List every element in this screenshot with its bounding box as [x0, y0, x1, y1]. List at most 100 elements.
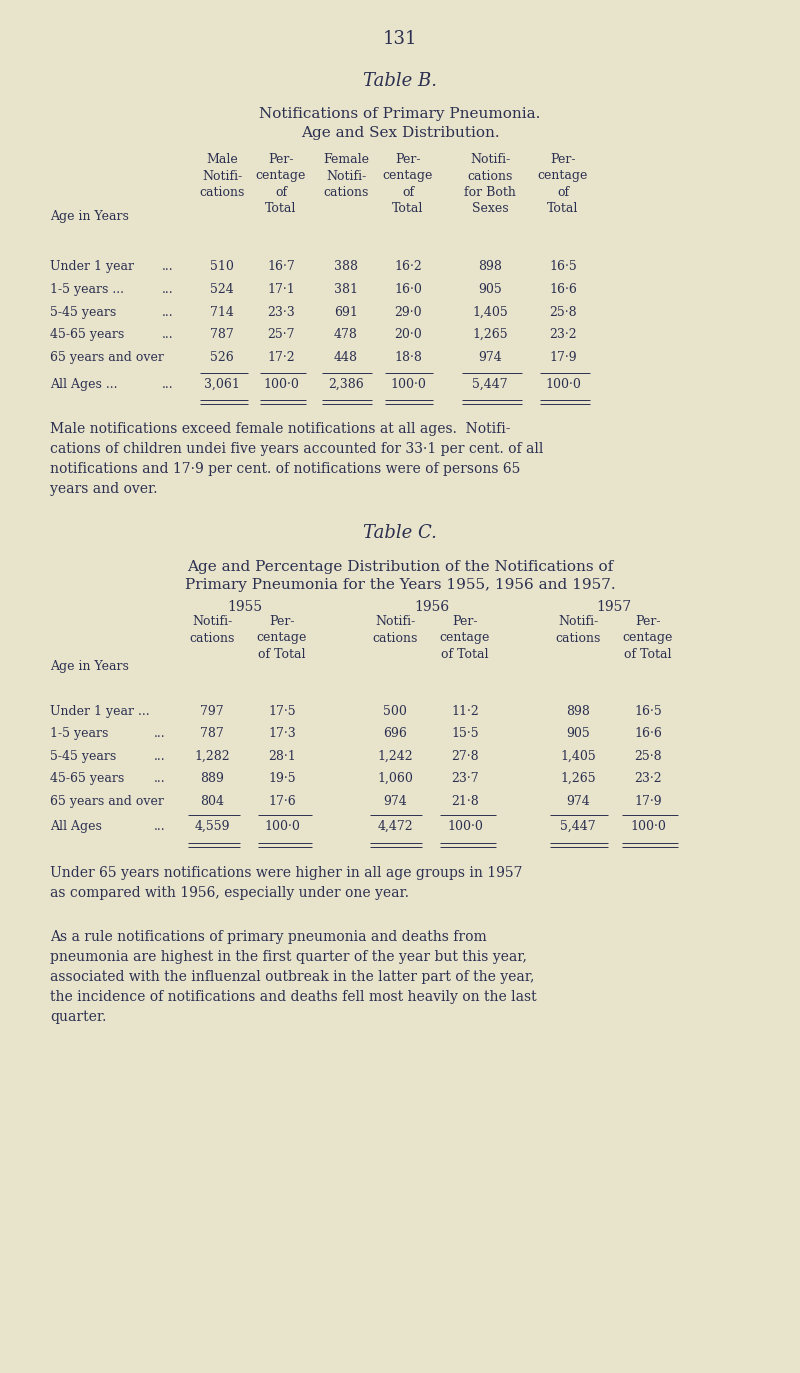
Text: 16·6: 16·6: [634, 726, 662, 740]
Text: 478: 478: [334, 328, 358, 341]
Text: 1-5 years ...: 1-5 years ...: [50, 283, 124, 297]
Text: Age and Percentage Distribution of the Notifications of: Age and Percentage Distribution of the N…: [187, 560, 613, 574]
Text: ...: ...: [162, 306, 174, 319]
Text: Per-
centage
of Total: Per- centage of Total: [623, 615, 673, 660]
Text: ...: ...: [154, 820, 166, 833]
Text: 100·0: 100·0: [447, 820, 483, 833]
Text: cations of children undei five years accounted for 33·1 per cent. of all: cations of children undei five years acc…: [50, 442, 543, 456]
Text: 889: 889: [200, 772, 224, 785]
Text: 27·8: 27·8: [451, 750, 479, 763]
Text: 2,386: 2,386: [328, 378, 364, 391]
Text: ...: ...: [162, 283, 174, 297]
Text: the incidence of notifications and deaths fell most heavily on the last: the incidence of notifications and death…: [50, 990, 537, 1004]
Text: 1957: 1957: [596, 600, 632, 614]
Text: 1,265: 1,265: [560, 772, 596, 785]
Text: 974: 974: [478, 351, 502, 364]
Text: 510: 510: [210, 259, 234, 273]
Text: 381: 381: [334, 283, 358, 297]
Text: 16·5: 16·5: [549, 259, 577, 273]
Text: 17·6: 17·6: [268, 795, 296, 807]
Text: Notifi-
cations
for Both
Sexes: Notifi- cations for Both Sexes: [464, 152, 516, 216]
Text: Per-
centage
of
Total: Per- centage of Total: [256, 152, 306, 216]
Text: Notifi-
cations: Notifi- cations: [555, 615, 601, 644]
Text: 787: 787: [210, 328, 234, 341]
Text: Age and Sex Distribution.: Age and Sex Distribution.: [301, 126, 499, 140]
Text: Age in Years: Age in Years: [50, 210, 129, 222]
Text: 696: 696: [383, 726, 407, 740]
Text: 1956: 1956: [414, 600, 450, 614]
Text: 1,060: 1,060: [377, 772, 413, 785]
Text: 1955: 1955: [227, 600, 262, 614]
Text: Under 1 year: Under 1 year: [50, 259, 134, 273]
Text: Under 65 years notifications were higher in all age groups in 1957: Under 65 years notifications were higher…: [50, 866, 522, 880]
Text: 905: 905: [566, 726, 590, 740]
Text: 16·5: 16·5: [634, 704, 662, 718]
Text: ...: ...: [154, 726, 166, 740]
Text: 17·1: 17·1: [267, 283, 295, 297]
Text: 974: 974: [566, 795, 590, 807]
Text: 45-65 years: 45-65 years: [50, 328, 124, 341]
Text: All Ages: All Ages: [50, 820, 102, 833]
Text: 5,447: 5,447: [560, 820, 596, 833]
Text: ...: ...: [154, 750, 166, 763]
Text: 25·7: 25·7: [267, 328, 294, 341]
Text: 65 years and over: 65 years and over: [50, 795, 164, 807]
Text: 905: 905: [478, 283, 502, 297]
Text: Primary Pneumonia for the Years 1955, 1956 and 1957.: Primary Pneumonia for the Years 1955, 19…: [185, 578, 615, 592]
Text: All Ages ...: All Ages ...: [50, 378, 118, 391]
Text: Per-
centage
of Total: Per- centage of Total: [440, 615, 490, 660]
Text: 787: 787: [200, 726, 224, 740]
Text: 25·8: 25·8: [549, 306, 577, 319]
Text: Male notifications exceed female notifications at all ages.  Notifi-: Male notifications exceed female notific…: [50, 422, 510, 437]
Text: ...: ...: [162, 259, 174, 273]
Text: 974: 974: [383, 795, 407, 807]
Text: quarter.: quarter.: [50, 1011, 106, 1024]
Text: Table C.: Table C.: [363, 524, 437, 542]
Text: 15·5: 15·5: [451, 726, 479, 740]
Text: Age in Years: Age in Years: [50, 660, 129, 673]
Text: 28·1: 28·1: [268, 750, 296, 763]
Text: 17·9: 17·9: [549, 351, 577, 364]
Text: 5-45 years: 5-45 years: [50, 306, 116, 319]
Text: 20·0: 20·0: [394, 328, 422, 341]
Text: 100·0: 100·0: [264, 820, 300, 833]
Text: 17·2: 17·2: [267, 351, 295, 364]
Text: 23·3: 23·3: [267, 306, 295, 319]
Text: years and over.: years and over.: [50, 482, 158, 496]
Text: 16·0: 16·0: [394, 283, 422, 297]
Text: 23·2: 23·2: [634, 772, 662, 785]
Text: ...: ...: [162, 378, 174, 391]
Text: 714: 714: [210, 306, 234, 319]
Text: 100·0: 100·0: [390, 378, 426, 391]
Text: Under 1 year ...: Under 1 year ...: [50, 704, 150, 718]
Text: 1,282: 1,282: [194, 750, 230, 763]
Text: 19·5: 19·5: [268, 772, 296, 785]
Text: 898: 898: [478, 259, 502, 273]
Text: As a rule notifications of primary pneumonia and deaths from: As a rule notifications of primary pneum…: [50, 930, 486, 945]
Text: 448: 448: [334, 351, 358, 364]
Text: 16·7: 16·7: [267, 259, 295, 273]
Text: 526: 526: [210, 351, 234, 364]
Text: pneumonia are highest in the first quarter of the year but this year,: pneumonia are highest in the first quart…: [50, 950, 527, 964]
Text: 1,265: 1,265: [472, 328, 508, 341]
Text: 1,405: 1,405: [560, 750, 596, 763]
Text: 23·7: 23·7: [451, 772, 479, 785]
Text: 797: 797: [200, 704, 224, 718]
Text: Per-
centage
of
Total: Per- centage of Total: [383, 152, 433, 216]
Text: as compared with 1956, especially under one year.: as compared with 1956, especially under …: [50, 886, 409, 899]
Text: 65 years and over: 65 years and over: [50, 351, 164, 364]
Text: 388: 388: [334, 259, 358, 273]
Text: Male
Notifi-
cations: Male Notifi- cations: [199, 152, 245, 199]
Text: ...: ...: [162, 328, 174, 341]
Text: 3,061: 3,061: [204, 378, 240, 391]
Text: 1,405: 1,405: [472, 306, 508, 319]
Text: 29·0: 29·0: [394, 306, 422, 319]
Text: Notifications of Primary Pneumonia.: Notifications of Primary Pneumonia.: [259, 107, 541, 121]
Text: ...: ...: [154, 772, 166, 785]
Text: 691: 691: [334, 306, 358, 319]
Text: 804: 804: [200, 795, 224, 807]
Text: 4,472: 4,472: [377, 820, 413, 833]
Text: 23·2: 23·2: [549, 328, 577, 341]
Text: 16·6: 16·6: [549, 283, 577, 297]
Text: 18·8: 18·8: [394, 351, 422, 364]
